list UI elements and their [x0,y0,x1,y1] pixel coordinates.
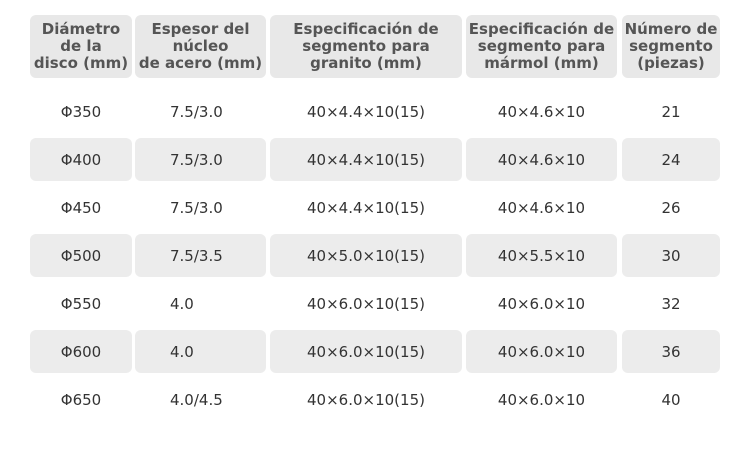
table-cell: 7.5/3.0 [135,90,266,133]
header-line: disco (mm) [33,54,129,72]
table-cell: 40×4.4×10(15) [270,90,462,133]
header-cell: Especificación de segmento para granito (m… [270,15,462,78]
table-cell: 40×4.4×10(15) [270,186,462,229]
cell-text: 32 [661,294,681,313]
cell-text: 7.5/3.0 [170,198,223,217]
cell-text: Φ500 [60,246,102,265]
header-line: segmento para [302,37,430,55]
table-cell: 24 [622,138,720,181]
table-cell: 40×5.5×10 [466,234,617,277]
header-line: mármol (mm) [484,54,599,72]
cell-text: 40×4.6×10 [497,198,586,217]
cell-text: Φ450 [60,198,102,217]
header-cell: Especificación de segmento para mármol (mm… [466,15,617,78]
header-line: Diámetro [41,20,121,38]
table-cell: 40×6.0×10 [466,282,617,325]
header-line: de acero (mm) [138,54,263,72]
table-cell: Φ650 [30,378,132,421]
table-cell: 26 [622,186,720,229]
header-line: Número de [624,20,718,38]
table-cell: 40×4.6×10 [466,90,617,133]
table-cell: 21 [622,90,720,133]
table-cell: 30 [622,234,720,277]
table-cell: 40×6.0×10(15) [270,378,462,421]
table-cell: 40×6.0×10(15) [270,330,462,373]
cell-text: 7.5/3.0 [170,102,223,121]
cell-text: 40×4.6×10 [497,102,586,121]
table-cell: 4.0 [135,330,266,373]
header-line: Especificación de [293,20,439,38]
cell-text: 40×6.0×10(15) [307,294,425,313]
table-cell: 7.5/3.0 [135,138,266,181]
table-cell: 40 [622,378,720,421]
table-cell: 4.0/4.5 [135,378,266,421]
cell-text: 7.5/3.5 [170,246,223,265]
cell-text: 7.5/3.0 [170,150,223,169]
cell-text: 40×6.0×10(15) [307,390,425,409]
table-cell: 40×6.0×10 [466,378,617,421]
cell-text: 30 [661,246,681,265]
table-cell: Φ600 [30,330,132,373]
cell-text: 40×4.4×10(15) [307,198,425,217]
table-cell: 40×6.0×10(15) [270,282,462,325]
header-line: Especificación de [468,20,615,38]
cell-text: 4.0 [170,342,194,361]
cell-text: Φ550 [60,294,102,313]
table-cell: 40×6.0×10 [466,330,617,373]
header-line: núcleo [172,37,229,55]
table-cell: 7.5/3.0 [135,186,266,229]
cell-text: 40×6.0×10 [497,390,586,409]
cell-text: 40×4.4×10(15) [307,150,425,169]
cell-text: Φ400 [60,150,102,169]
table-cell: 40×5.0×10(15) [270,234,462,277]
table-cell: Φ350 [30,90,132,133]
table-cell: 40×4.6×10 [466,138,617,181]
header-cell: Número de segmento (piezas) [622,15,720,78]
cell-text: 26 [661,198,681,217]
table-cell: 32 [622,282,720,325]
header-line: Espesor del [151,20,250,38]
cell-text: Φ600 [60,342,102,361]
table-cell: Φ400 [30,138,132,181]
cell-text: 40×5.0×10(15) [307,246,425,265]
table-cell: 40×4.4×10(15) [270,138,462,181]
table-cell: Φ550 [30,282,132,325]
cell-text: 36 [661,342,681,361]
cell-text: 40×4.6×10 [497,150,586,169]
header-line: segmento para [477,37,606,55]
table-cell: Φ450 [30,186,132,229]
cell-text: 40 [661,390,681,409]
header-line: de la [60,37,102,55]
cell-text: 4.0/4.5 [170,390,223,409]
cell-text: 40×5.5×10 [497,246,586,265]
cell-text: 4.0 [170,294,194,313]
table-cell: 36 [622,330,720,373]
table-cell: 4.0 [135,282,266,325]
cell-text: 40×4.4×10(15) [307,102,425,121]
table-cell: Φ500 [30,234,132,277]
cell-text: 40×6.0×10(15) [307,342,425,361]
header-cell: Diámetro de la disco (mm) [30,15,132,78]
header-cell: Espesor del núcleo de acero (mm) [135,15,266,78]
cell-text: 40×6.0×10 [497,294,586,313]
table-cell: 7.5/3.5 [135,234,266,277]
cell-text: Φ650 [60,390,102,409]
table-cell: 40×4.6×10 [466,186,617,229]
cell-text: Φ350 [60,102,102,121]
cell-text: 21 [661,102,681,121]
header-line: (piezas) [637,54,705,72]
header-line: granito (mm) [310,54,422,72]
cell-text: 40×6.0×10 [497,342,586,361]
header-line: segmento [629,37,713,55]
cell-text: 24 [661,150,681,169]
